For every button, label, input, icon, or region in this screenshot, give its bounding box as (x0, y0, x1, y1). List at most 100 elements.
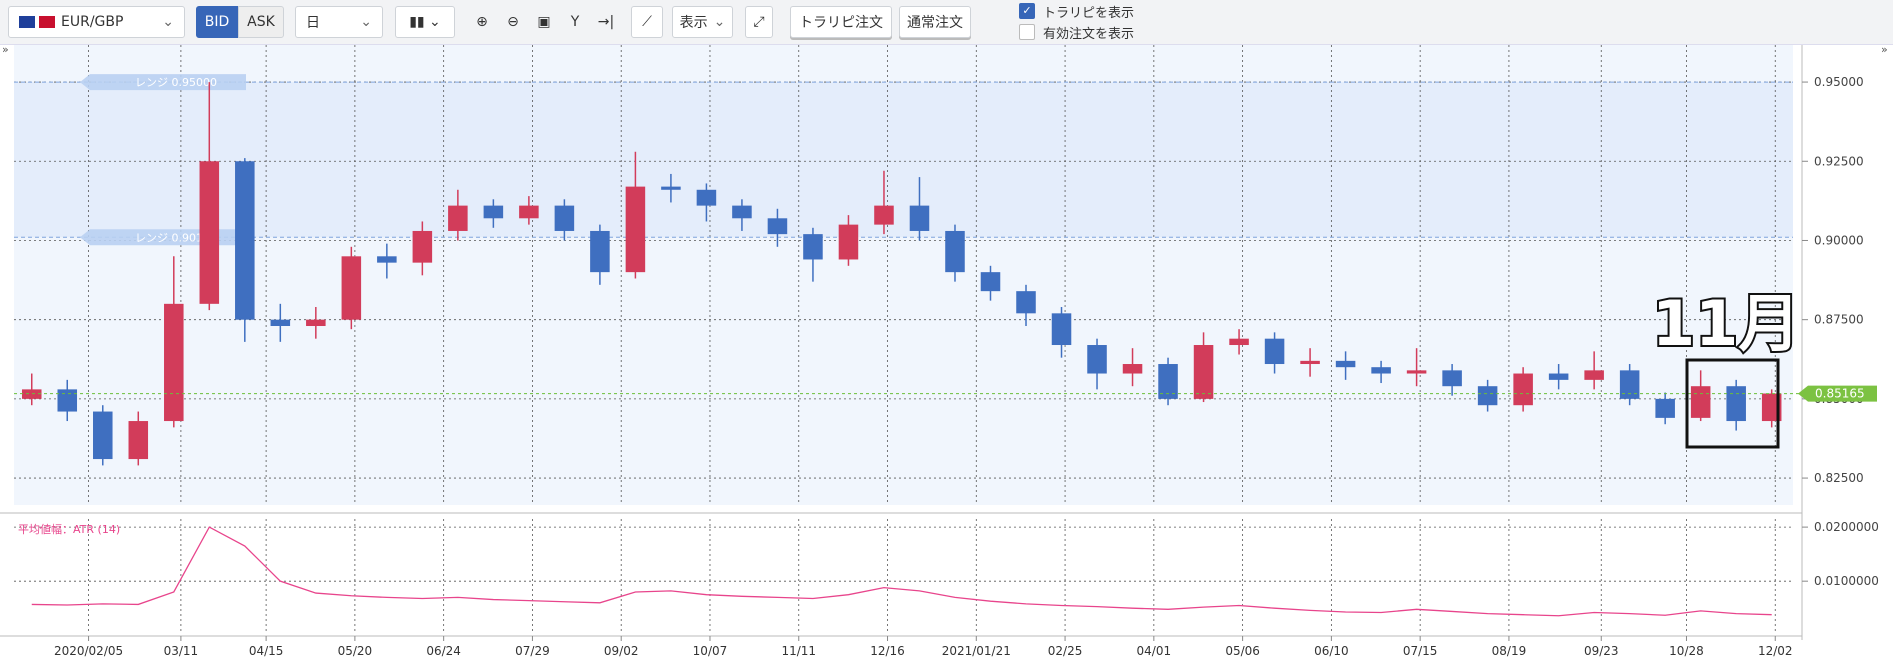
current-price-tag (1798, 385, 1877, 402)
candle-body (803, 234, 823, 260)
x-tick-label: 12/16 (870, 644, 905, 658)
trarepeat-order-button[interactable]: トラリピ注文 (790, 6, 892, 38)
zoom-out[interactable]: ⊖ (507, 14, 519, 30)
chart: » » 0.825000.850000.875000.900000.925000… (0, 44, 1888, 658)
candle-body (1122, 364, 1143, 374)
candle-body (554, 205, 575, 231)
period: 日 (306, 15, 320, 31)
candle-body (590, 230, 610, 273)
candle-body (838, 224, 859, 260)
candle-body (661, 186, 681, 190)
annotation: 11月 (1652, 287, 1800, 360)
x-tick-label: 11/11 (781, 644, 816, 658)
x-tick-label: 06/24 (426, 644, 461, 658)
x-tick-label: 10/28 (1669, 644, 1704, 658)
annotation-box (1685, 358, 1780, 449)
display: 表示 (679, 15, 708, 31)
candle-body (57, 389, 78, 412)
checkbox-row[interactable]: ✓ トラリピを表示 (1019, 2, 1135, 21)
normal-order-button[interactable]: 通常注文 (899, 6, 971, 38)
candle-body (412, 230, 433, 263)
lock-y[interactable]: Y (570, 14, 580, 30)
normal-order: 通常注文 (907, 15, 963, 31)
candle-body (874, 205, 894, 225)
period-select[interactable]: 日 ⌄ (295, 6, 383, 38)
x-tick-label: 06/10 (1314, 644, 1349, 658)
candle-body (448, 205, 468, 231)
candle-body (1300, 360, 1320, 365)
checkbox-label: 有効注文を表示 (1043, 26, 1135, 42)
checkbox[interactable] (1019, 24, 1035, 40)
x-tick-label: 07/29 (515, 644, 550, 658)
candle-body (1548, 373, 1569, 380)
candle-body (1513, 373, 1533, 406)
y-tick-label: 0.82500 (1814, 471, 1864, 485)
zoom-in[interactable]: ⊕ (476, 14, 488, 30)
scroll-end[interactable]: →| (597, 14, 615, 30)
range-label: レンジ 0.90100 (135, 231, 217, 244)
candle-body (1335, 360, 1356, 368)
candle-body (1193, 345, 1214, 399)
candle-body (21, 389, 42, 399)
candle-body (341, 256, 362, 320)
y-tick-label: 0.90000 (1814, 233, 1864, 247)
y-tick-label: 0.95000 (1814, 75, 1864, 89)
candle-body (1655, 398, 1675, 418)
candle-body (1726, 386, 1746, 422)
candle-body (1442, 370, 1462, 387)
checkbox[interactable]: ✓ (1019, 3, 1035, 19)
ask-button[interactable]: ASK (238, 6, 284, 38)
ask: ASK (247, 14, 275, 30)
candle-body (945, 230, 965, 273)
checkbox-row[interactable]: 有効注文を表示 (1019, 23, 1135, 42)
x-tick-label: 2020/02/05 (54, 644, 123, 658)
candle-body (1087, 345, 1107, 374)
x-tick-label: 04/15 (249, 644, 284, 658)
x-tick-label: 07/15 (1403, 644, 1438, 658)
x-tick-label: 2021/01/21 (942, 644, 1011, 658)
candle-body (1477, 386, 1498, 406)
x-tick-label: 09/02 (604, 644, 639, 658)
y-tick-label: 0.0200000 (1814, 520, 1879, 534)
x-tick-label: 10/07 (693, 644, 728, 658)
candle-body (164, 303, 184, 422)
y-tick-label: 0.87500 (1814, 313, 1864, 327)
x-tick-label: 12/02 (1758, 644, 1793, 658)
candle-body (93, 411, 113, 460)
candle-body (909, 205, 930, 231)
toolbar: EUR/GBP ⌄ BID ASK 日 ⌄ ▮▮ ⌄ ⊕ ⊖ ▣ Y →| ⟋ 表… (0, 0, 1893, 45)
indicator-label: 平均値幅：ATR (14) (18, 523, 120, 536)
candle-body (235, 161, 255, 320)
range-band (14, 82, 1793, 238)
symbol: EUR/GBP (61, 14, 124, 30)
x-tick-label: 05/20 (338, 644, 373, 658)
candle-body (1264, 338, 1285, 365)
checkbox-label: トラリピを表示 (1043, 5, 1135, 21)
bid-button[interactable]: BID (196, 6, 238, 38)
symbol-select[interactable]: EUR/GBP ⌄ (8, 6, 185, 38)
candle-body (1158, 364, 1178, 399)
candle-body (696, 189, 717, 206)
chart-type-select[interactable]: ▮▮ ⌄ (395, 6, 455, 38)
bid: BID (204, 14, 230, 30)
x-tick-label: 04/01 (1137, 644, 1172, 658)
trarepeat-order: トラリピ注文 (799, 15, 883, 31)
collapse-right[interactable]: » (1881, 44, 1888, 56)
fit[interactable]: ▣ (537, 14, 551, 30)
fullscreen[interactable]: ⤢ (745, 6, 773, 38)
x-tick-label: 05/06 (1225, 644, 1260, 658)
candle-body (1016, 291, 1036, 314)
candle-body (1051, 313, 1072, 346)
x-tick-label: 02/25 (1048, 644, 1083, 658)
y-tick-label: 0.92500 (1814, 154, 1864, 168)
x-tick-label: 08/19 (1492, 644, 1527, 658)
candle-body (270, 319, 291, 327)
collapse-left[interactable]: » (2, 44, 9, 56)
candle-body (625, 186, 646, 273)
candle-body (1690, 386, 1711, 418)
range-label: レンジ 0.95000 (135, 76, 217, 89)
candle-body (519, 205, 539, 219)
indicator-button[interactable]: ⟋ (631, 6, 663, 38)
display-button[interactable]: 表示 ⌄ (672, 6, 733, 38)
